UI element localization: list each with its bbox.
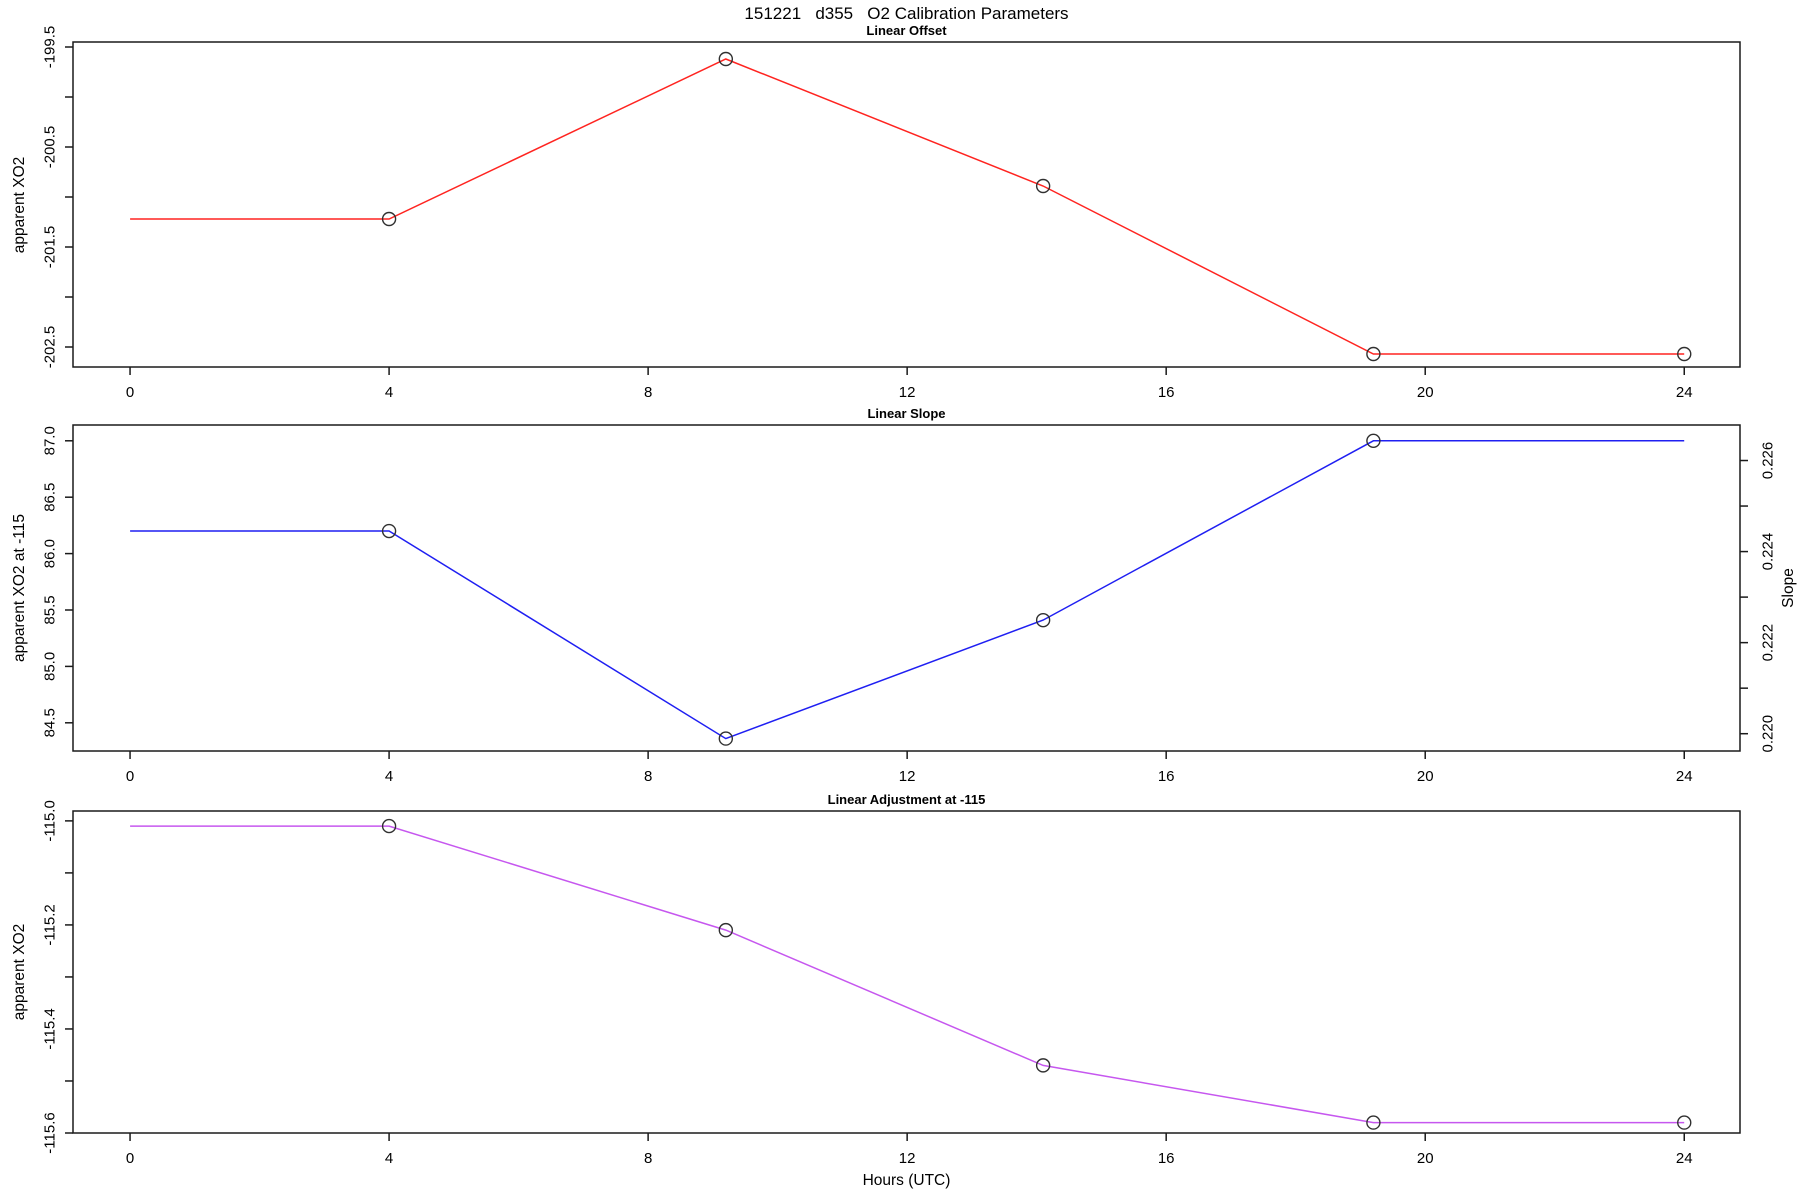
- y-tick-label: 84.5: [41, 708, 58, 737]
- x-tick-label: 8: [644, 384, 652, 401]
- y-tick-right-label: 0.226: [1759, 442, 1776, 480]
- y-axis-label-offset: apparent XO2: [11, 156, 28, 254]
- data-point-marker: [1035, 1058, 1051, 1073]
- page-title: 151221 d355 O2 Calibration Parameters: [744, 4, 1069, 23]
- data-point-marker: [381, 818, 397, 834]
- x-tick-label: 4: [385, 384, 393, 401]
- y-tick-label: 87.0: [41, 426, 58, 455]
- series-line: [130, 58, 1685, 355]
- y-tick-label: -202.5: [41, 326, 58, 369]
- x-tick-label: 12: [899, 384, 916, 401]
- data-point-marker: [1366, 346, 1381, 362]
- x-tick-label: 24: [1676, 768, 1693, 785]
- data-point-marker: [1035, 612, 1051, 628]
- y-tick-label: -200.5: [41, 126, 58, 169]
- data-point-marker: [1366, 433, 1381, 448]
- y-tick-right-label: 0.220: [1759, 715, 1776, 753]
- x-tick-label: 0: [126, 384, 134, 401]
- x-tick-label: 16: [1158, 1150, 1175, 1167]
- y-tick-label: -201.5: [41, 226, 58, 269]
- x-tick-label: 24: [1676, 1150, 1693, 1167]
- x-tick-label: 12: [899, 1150, 916, 1167]
- x-tick-label: 24: [1676, 384, 1693, 401]
- y-tick-label: -115.6: [41, 1112, 58, 1153]
- panel-title-linear-slope: Linear Slope: [867, 406, 946, 421]
- y-tick-right-label: 0.224: [1759, 533, 1776, 571]
- data-point-marker: [1366, 1115, 1381, 1130]
- y-tick-label: -115.4: [41, 1008, 58, 1049]
- x-tick-label: 20: [1417, 768, 1434, 785]
- data-point-marker: [718, 922, 734, 938]
- series-line: [130, 825, 1685, 1124]
- data-point-marker: [381, 523, 397, 539]
- x-tick-label: 16: [1158, 384, 1175, 401]
- y-tick-label: 85.5: [41, 595, 58, 624]
- y-tick-label: 86.5: [41, 483, 58, 512]
- y-tick-label: 85.0: [41, 652, 58, 681]
- panel-title-linear-adjustment: Linear Adjustment at -115: [827, 792, 986, 807]
- data-point-marker: [381, 211, 397, 227]
- x-tick-label: 16: [1158, 768, 1175, 785]
- data-point-marker: [1677, 346, 1692, 362]
- data-point-marker: [718, 51, 734, 67]
- x-tick-label: 4: [385, 768, 393, 785]
- y-tick-right-label: 0.222: [1759, 624, 1776, 662]
- x-axis-label: Hours (UTC): [862, 1172, 951, 1189]
- y-tick-label: -199.5: [41, 26, 58, 69]
- data-point-marker: [1677, 1115, 1692, 1130]
- data-point-marker: [718, 731, 734, 746]
- x-tick-label: 8: [644, 1150, 652, 1167]
- x-tick-label: 8: [644, 768, 652, 785]
- data-point-marker: [1035, 178, 1051, 194]
- panel-title-linear-offset: Linear Offset: [866, 23, 947, 38]
- plot-box: [72, 424, 1741, 752]
- y-axis-label-slope-left: apparent XO2 at -115: [11, 514, 28, 662]
- y-axis-label-slope-right: Slope: [1780, 568, 1797, 608]
- series-line: [130, 440, 1685, 740]
- x-tick-label: 12: [899, 768, 916, 785]
- x-tick-label: 20: [1417, 1150, 1434, 1167]
- x-tick-label: 0: [126, 768, 134, 785]
- x-tick-label: 0: [126, 1150, 134, 1167]
- plot-box: [72, 41, 1741, 368]
- x-tick-label: 20: [1417, 384, 1434, 401]
- plot-box: [72, 810, 1741, 1134]
- y-tick-label: -115.2: [41, 904, 58, 945]
- y-tick-label: -115.0: [41, 800, 58, 841]
- y-tick-label: 86.0: [41, 539, 58, 568]
- y-axis-label-adjustment: apparent XO2: [11, 923, 28, 1021]
- x-tick-label: 4: [385, 1150, 393, 1167]
